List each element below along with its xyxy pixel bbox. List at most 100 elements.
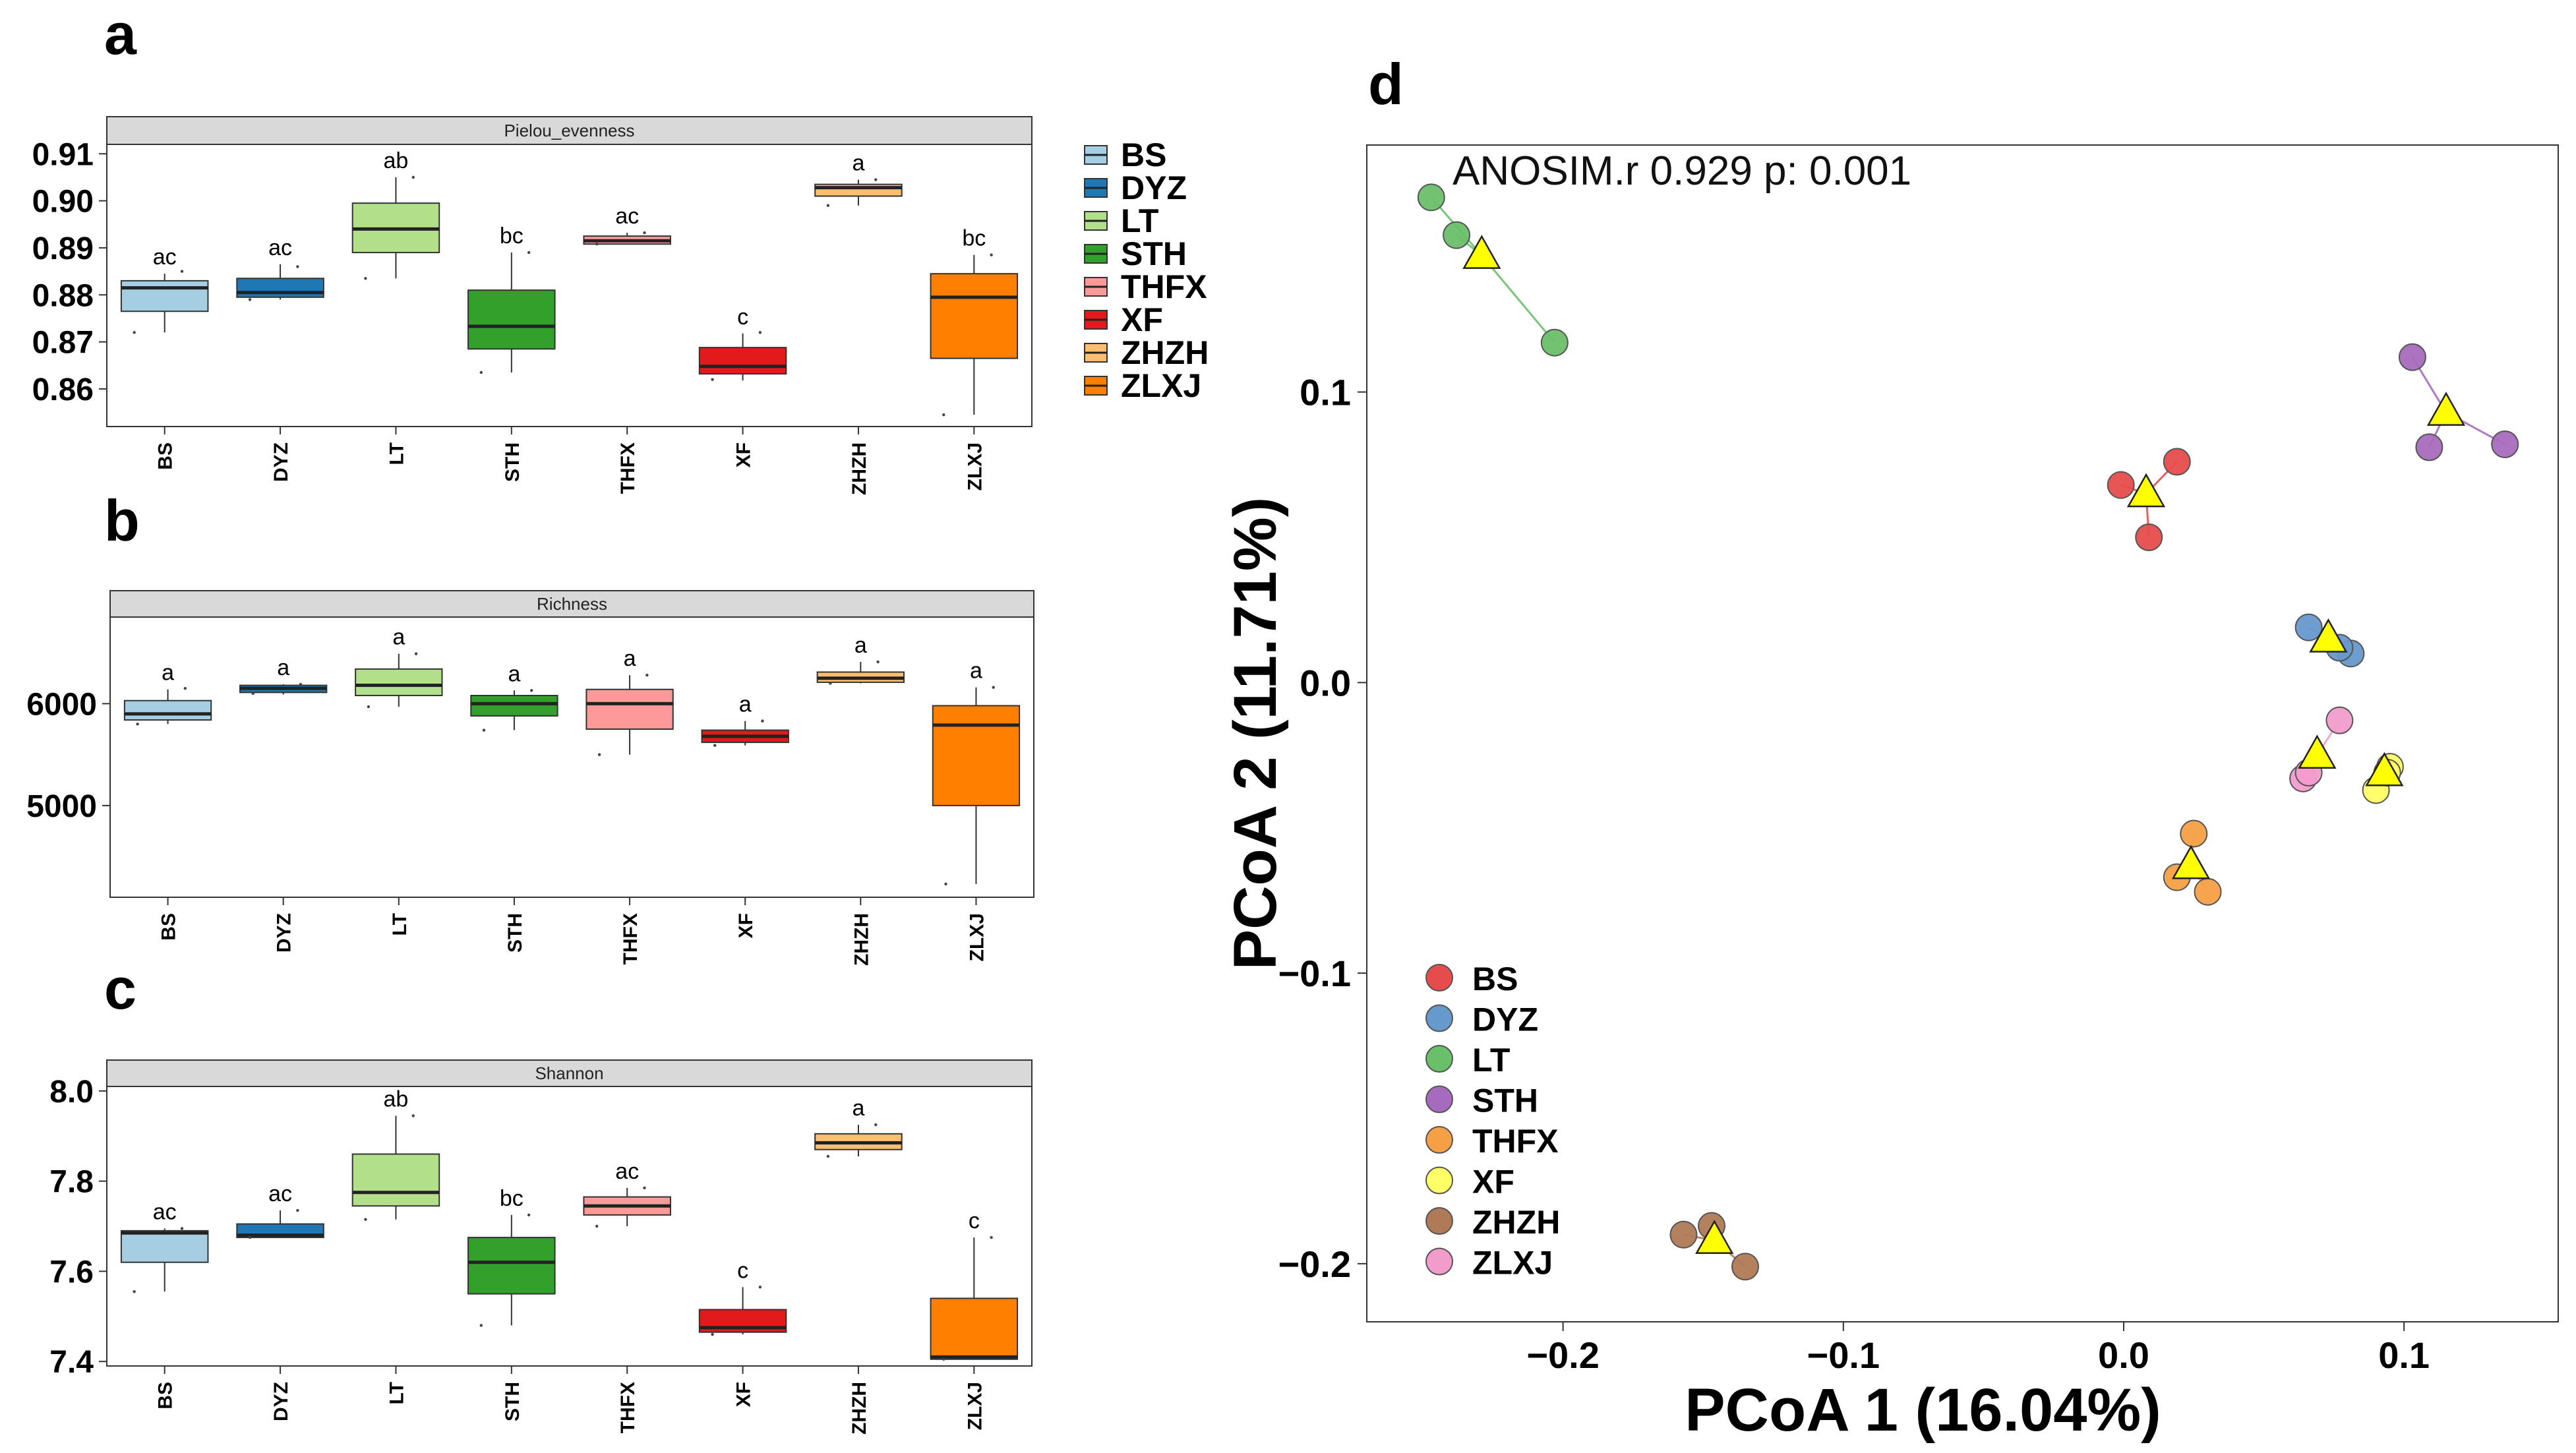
plot-frame — [109, 616, 1034, 898]
data-point — [876, 660, 880, 664]
box-DYZ: ac — [236, 235, 324, 301]
box-body — [120, 280, 209, 312]
significance-letter: ab — [384, 1086, 409, 1112]
legend-marker — [1425, 1085, 1453, 1113]
box-body — [123, 699, 212, 721]
legend-label: ZLXJ — [1472, 1245, 1553, 1282]
significance-letter: a — [852, 1096, 864, 1121]
centroid-STH — [2426, 392, 2466, 426]
box-body — [698, 347, 787, 375]
x-tick-label: −0.1 — [1807, 1334, 1880, 1376]
box-THFX: ac — [583, 1159, 671, 1228]
boxplot-panel-richness: Richness 5000 6000 a BS a DYZ a LT a STH a THFX a XF a Z… — [26, 590, 1034, 966]
x-tick-label: STH — [504, 913, 526, 953]
box-LT: ab — [351, 1086, 440, 1221]
data-point — [180, 270, 184, 273]
box-THFX: a — [585, 646, 674, 756]
box-STH: bc — [467, 223, 556, 374]
sample-point-ZHZH — [1731, 1253, 1759, 1281]
y-tick-label: 0.86 — [32, 372, 94, 407]
legend-label: LT — [1472, 1042, 1510, 1079]
box-BS: ac — [120, 245, 209, 334]
significance-letter: bc — [500, 223, 524, 249]
box-ZHZH: a — [816, 633, 905, 685]
y-tick-label: 0.89 — [32, 231, 94, 266]
data-point — [595, 1224, 599, 1228]
box-DYZ: ac — [236, 1181, 324, 1239]
y-tick-label: 6000 — [26, 687, 97, 722]
data-point — [251, 692, 255, 696]
data-point — [296, 1208, 299, 1212]
pcoa-legend-item-THFX: THFX — [1425, 1123, 1559, 1160]
data-point — [761, 719, 764, 723]
legend-label: THFX — [1472, 1123, 1559, 1160]
strip-title: Richness — [537, 594, 607, 614]
significance-letter: ab — [384, 148, 409, 173]
legend-label: ZHZH — [1472, 1204, 1560, 1241]
box-body — [932, 705, 1021, 806]
box-BS: a — [123, 661, 212, 726]
data-point — [479, 371, 483, 374]
box-LT: ab — [351, 148, 440, 280]
pcoa-legend-item-LT: LT — [1425, 1042, 1510, 1079]
legend-label: STH — [1472, 1082, 1538, 1119]
box-XF: c — [698, 1258, 787, 1336]
legend-item-ZHZH: ZHZH — [1084, 334, 1209, 371]
pcoa-legend-item-XF: XF — [1425, 1164, 1514, 1201]
legend-item-LT: LT — [1084, 202, 1158, 239]
legend-label: DYZ — [1121, 169, 1187, 206]
data-point — [296, 265, 299, 268]
data-point — [711, 1332, 714, 1336]
data-point — [992, 686, 995, 689]
significance-letter: a — [392, 625, 405, 650]
boxplot-panel-shannon: Shannon7.47.67.88.0acBSacDYZabLTbcSTHacT… — [49, 1059, 1033, 1435]
box-XF: a — [701, 692, 789, 747]
x-tick-label: THFX — [617, 1382, 639, 1433]
box-body — [585, 688, 674, 730]
x-tick-label: ZLXJ — [966, 913, 988, 961]
data-point — [299, 682, 303, 686]
x-tick-label: 0.0 — [2098, 1334, 2149, 1376]
centroid-ZLXJ — [2298, 734, 2337, 769]
x-tick-label: XF — [733, 1382, 755, 1407]
strip-a — [106, 116, 1033, 145]
centroid-DYZ — [2309, 618, 2348, 653]
data-point — [874, 178, 878, 181]
pcoa-legend-item-BS: BS — [1425, 961, 1518, 997]
data-point — [711, 378, 714, 381]
significance-letter: a — [852, 151, 864, 176]
panel-letter-d: d — [1368, 51, 1404, 117]
sample-point-DYZ — [2294, 613, 2323, 641]
x-tick-label: STH — [502, 442, 524, 482]
strip-b — [109, 590, 1034, 618]
strip-c — [106, 1059, 1033, 1087]
data-point — [180, 1227, 184, 1230]
box-ZLXJ: bc — [930, 226, 1019, 417]
centroid-THFX — [2171, 845, 2211, 879]
legend-label: ZLXJ — [1121, 367, 1201, 404]
significance-letter: ac — [153, 1199, 177, 1224]
data-point — [248, 298, 252, 301]
y-tick-label: −0.2 — [1278, 1243, 1351, 1285]
box-body — [120, 1230, 209, 1263]
pcoa-legend-item-STH: STH — [1425, 1082, 1538, 1119]
x-tick-label: THFX — [617, 442, 639, 494]
x-tick-label: ZHZH — [851, 913, 872, 966]
x-tick-label: LT — [386, 1382, 407, 1404]
y-tick-label: 0.90 — [32, 185, 94, 220]
data-point — [990, 253, 993, 256]
box-body — [930, 1297, 1019, 1360]
y-tick-label: 0.88 — [32, 278, 94, 313]
significance-letter: a — [277, 655, 289, 680]
sample-point-LT — [1443, 221, 1471, 249]
box-body — [470, 695, 558, 717]
data-point — [942, 1357, 945, 1361]
significance-letter: a — [162, 661, 174, 686]
data-point — [136, 723, 139, 726]
box-ZHZH: a — [814, 1096, 903, 1158]
strip-title: Pielou_evenness — [504, 121, 634, 140]
data-point — [183, 686, 187, 690]
legend-marker — [1425, 1126, 1453, 1154]
